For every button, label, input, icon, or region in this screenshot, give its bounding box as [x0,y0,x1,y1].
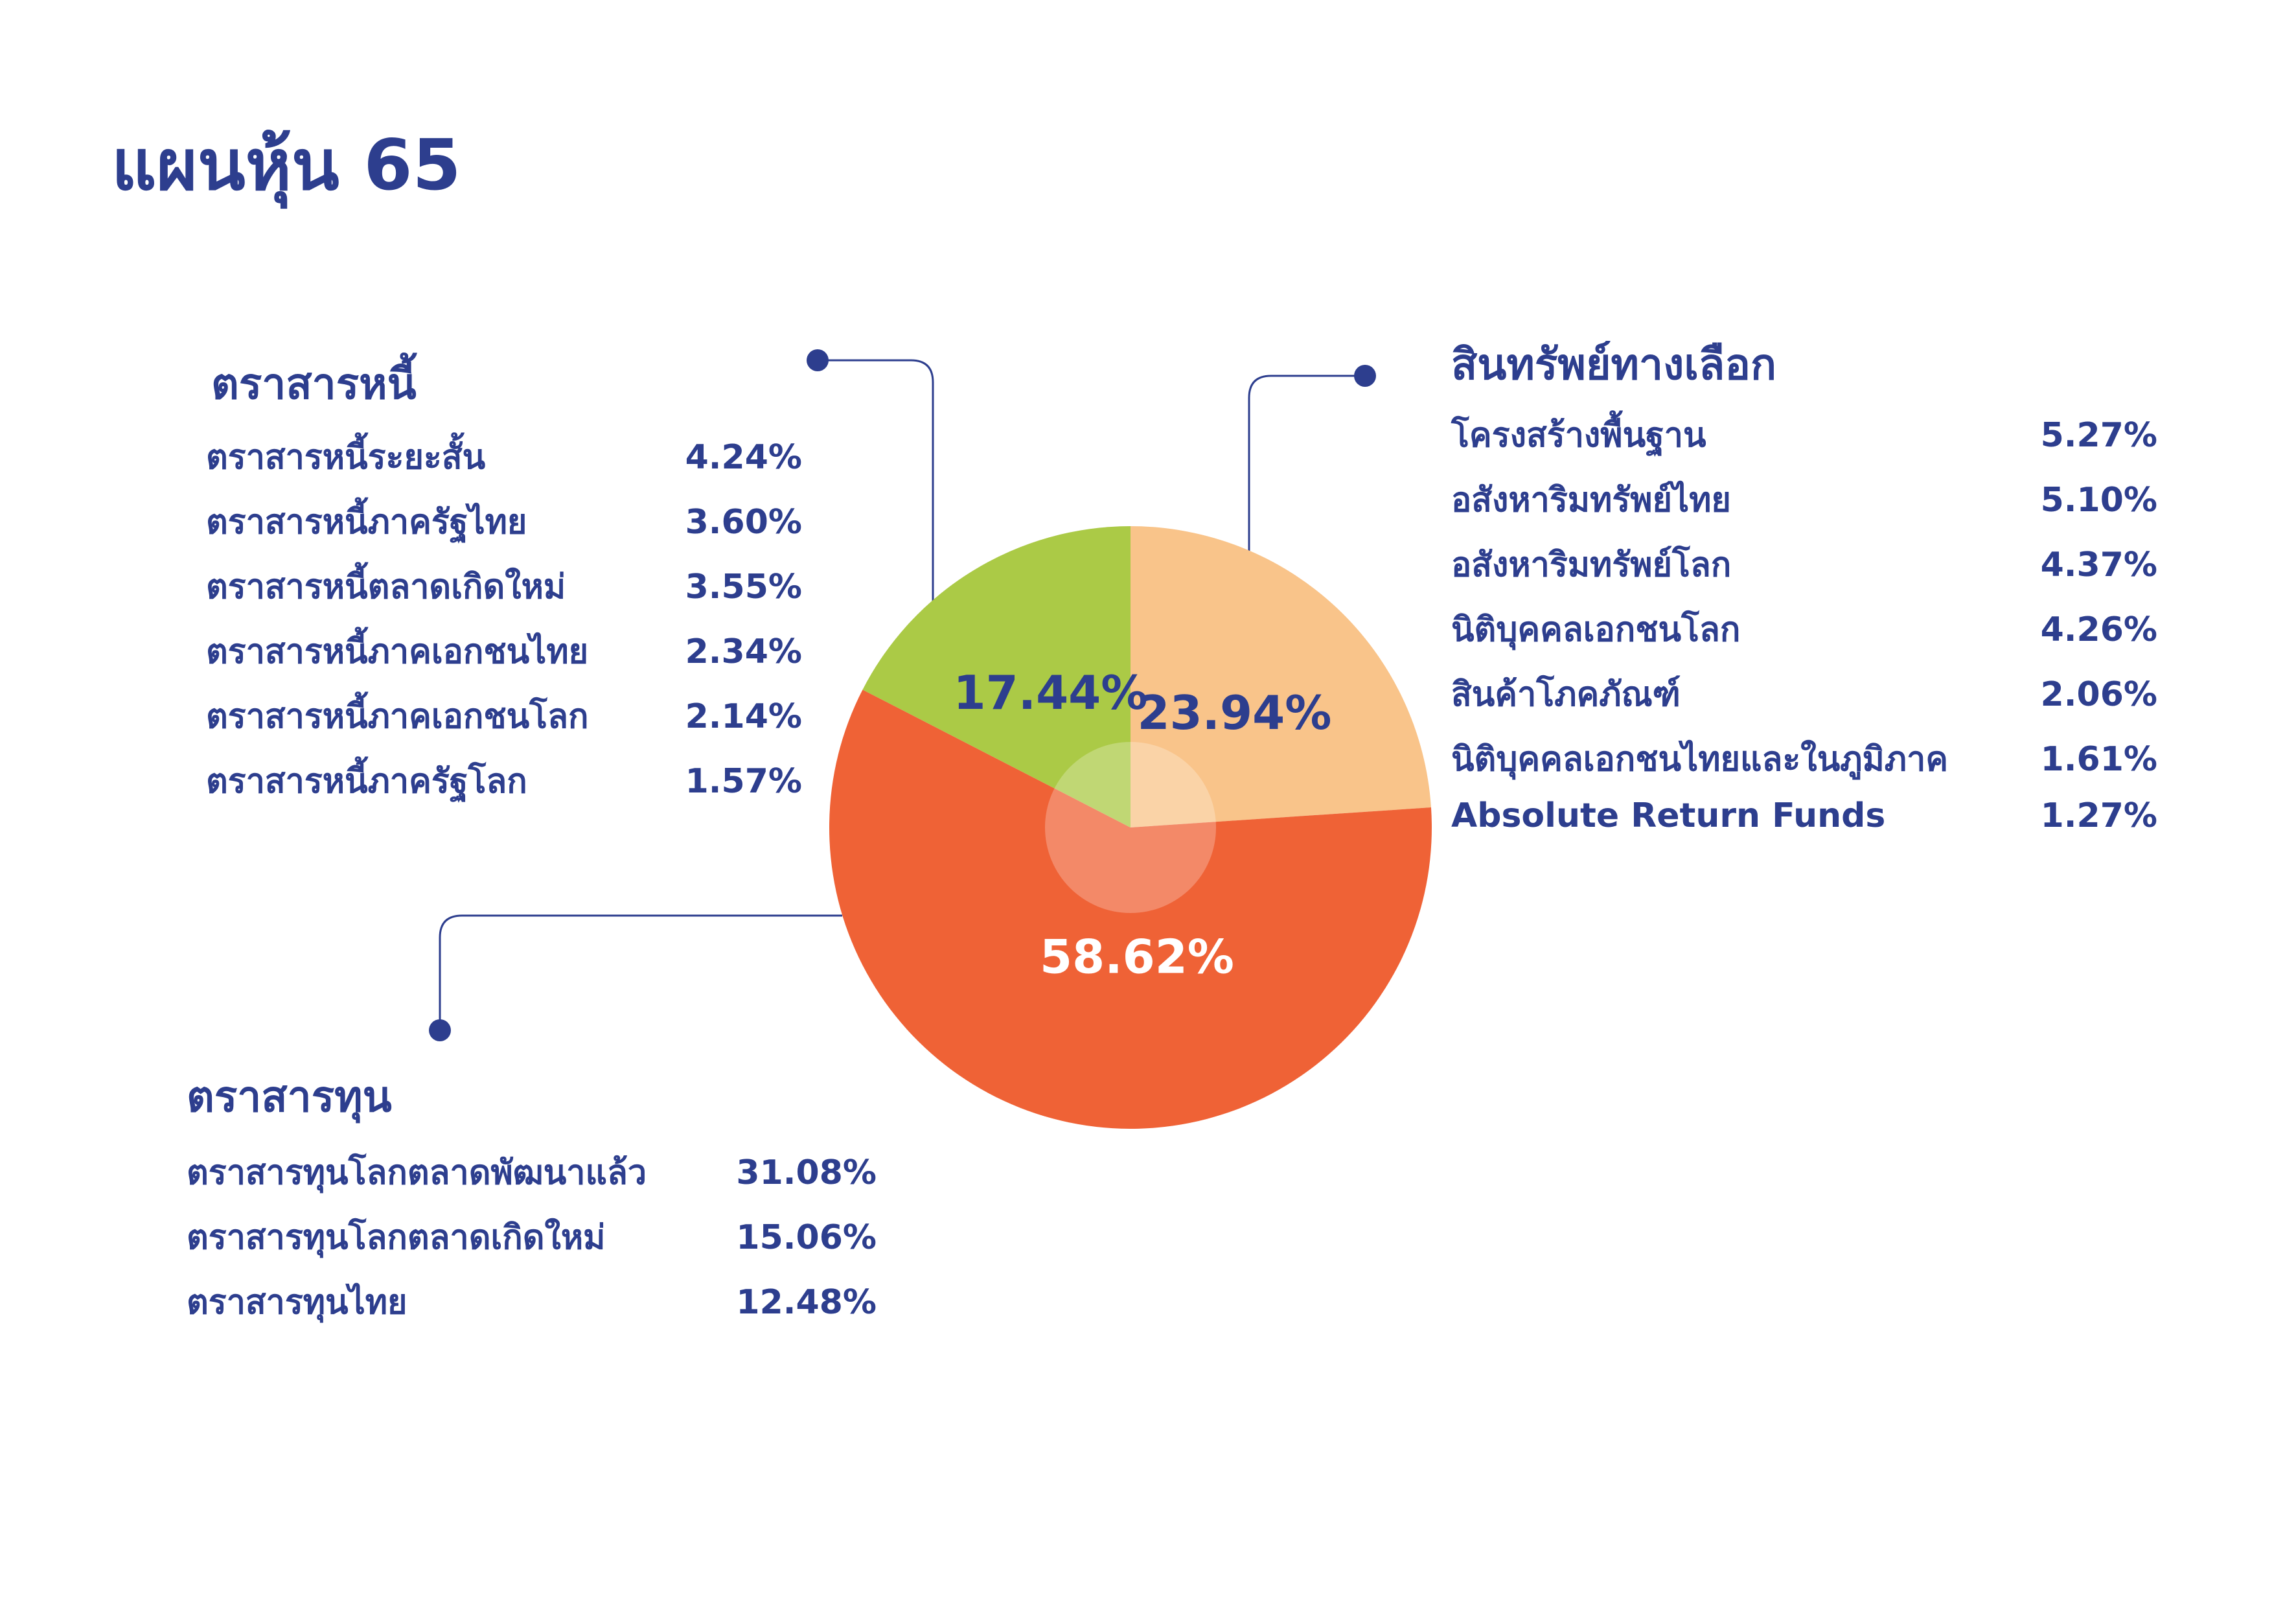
debt-list-item: ตราสารหนี้ระยะสั้น 4.24% [206,430,802,494]
alternative-list-item: โครงสร้างพื้นฐาน 5.27% [1451,408,2157,472]
debt-item-value: 3.55% [685,568,802,607]
equity-list-item: ตราสารทุนโลกตลาดเกิดใหม่ 15.06% [187,1210,877,1275]
page-title: แผนหุ้น 65 [111,125,461,206]
connector-lines [429,349,1376,1041]
debt-list-item: ตราสารหนี้ภาครัฐโลก 1.57% [206,754,802,818]
debt-item-label: ตราสารหนี้ตลาดเกิดใหม่ [206,568,566,607]
debt-list-item: ตราสารหนี้ภาคเอกชนโลก 2.14% [206,689,802,754]
debt-item-value: 3.60% [685,503,802,542]
alternative-list-item: อสังหาริมทรัพย์ไทย 5.10% [1451,472,2157,537]
alternative-list-item: นิติบุคคลเอกชนไทยและในภูมิภาค 1.61% [1451,732,2157,796]
pie-slice-debt [862,526,1131,827]
equity-list-item: ตราสารทุนไทย 12.48% [187,1275,877,1339]
alternative-item-value: 5.10% [2040,481,2157,520]
equity-item-label: ตราสารทุนโลกตลาดพัฒนาแล้ว [187,1153,647,1192]
alternative-item-value: 4.37% [2040,546,2157,584]
pie-slice-alternative [1131,526,1431,827]
alternative-item-value: 2.06% [2040,675,2157,714]
equity-group-title: ตราสารทุน [187,1072,392,1122]
debt-list-item: ตราสารหนี้ภาคเอกชนไทย 2.34% [206,624,802,689]
equity-item-label: ตราสารทุนไทย [187,1283,408,1322]
alternative-list-item: สินค้าโภคภัณฑ์ 2.06% [1451,667,2157,732]
alternative-list-item: อสังหาริมทรัพย์โลก 4.37% [1451,537,2157,602]
debt-group-title: ตราสารหนี้ [211,359,417,409]
pie-label-equity: 58.62% [1040,930,1234,984]
connector-dot-alternative [1354,365,1376,387]
pie-slice-labels: 23.94% 58.62% 17.44% [954,665,1332,984]
alternative-item-value: 1.61% [2040,740,2157,779]
alternative-item-label: นิติบุคคลเอกชนโลก [1451,610,1741,649]
debt-item-value: 2.34% [685,632,802,671]
alternative-item-label: อสังหาริมทรัพย์โลก [1451,546,1732,584]
alternative-group: สินทรัพย์ทางเลือก โครงสร้างพื้นฐาน 5.27% อ… [1451,330,2157,861]
connector-equity [439,914,842,1028]
pie-slice-equity [829,689,1432,1129]
equity-group: ตราสารทุน ตราสารทุนโลกตลาดพัฒนาแล้ว 31.08… [187,1063,877,1339]
connector-dot-equity [429,1019,451,1041]
connector-debt [818,359,934,606]
equity-item-label: ตราสารทุนโลกตลาดเกิดใหม่ [187,1218,606,1257]
alternative-item-label: Absolute Return Funds [1451,796,1886,835]
equity-item-value: 15.06% [736,1218,877,1257]
equity-list-item: ตราสารทุนโลกตลาดพัฒนาแล้ว 31.08% [187,1145,877,1210]
debt-item-label: ตราสารหนี้ภาครัฐไทย [206,503,527,542]
alternative-item-label: นิติบุคคลเอกชนไทยและในภูมิภาค [1451,740,1949,779]
debt-item-label: ตราสารหนี้ภาคเอกชนไทย [206,632,589,671]
equity-item-value: 12.48% [736,1283,877,1322]
alternative-list-item: นิติบุคคลเอกชนโลก 4.26% [1451,602,2157,667]
debt-item-label: ตราสารหนี้ภาครัฐโลก [206,762,527,801]
alternative-item-label: โครงสร้างพื้นฐาน [1451,416,1706,455]
debt-item-value: 4.24% [685,438,802,477]
debt-item-value: 2.14% [685,697,802,736]
alternative-item-label: อสังหาริมทรัพย์ไทย [1451,481,1731,520]
pie-label-alternative: 23.94% [1137,686,1331,740]
alternative-group-title: สินทรัพย์ทางเลือก [1451,340,1776,389]
equity-item-value: 31.08% [736,1153,877,1192]
pie-label-debt: 17.44% [954,665,1148,720]
pie-slices [829,526,1432,1129]
alternative-item-value: 5.27% [2040,416,2157,455]
alternative-list-item: Absolute Return Funds 1.27% [1451,796,2157,861]
debt-item-value: 1.57% [685,762,802,801]
debt-list-item: ตราสารหนี้ภาครัฐไทย 3.60% [206,494,802,559]
alternative-item-value: 1.27% [2040,796,2157,835]
alternative-item-value: 4.26% [2040,610,2157,649]
debt-group: ตราสารหนี้ ตราสารหนี้ระยะสั้น 4.24% ตราสาร… [206,350,802,818]
connector-dot-debt [807,349,829,371]
connector-alternative [1248,375,1365,557]
debt-list-item: ตราสารหนี้ตลาดเกิดใหม่ 3.55% [206,559,802,624]
debt-item-label: ตราสารหนี้ระยะสั้น [206,438,486,477]
debt-item-label: ตราสารหนี้ภาคเอกชนโลก [206,697,589,736]
alternative-item-label: สินค้าโภคภัณฑ์ [1451,675,1681,714]
pie-center-highlight [1045,742,1216,913]
